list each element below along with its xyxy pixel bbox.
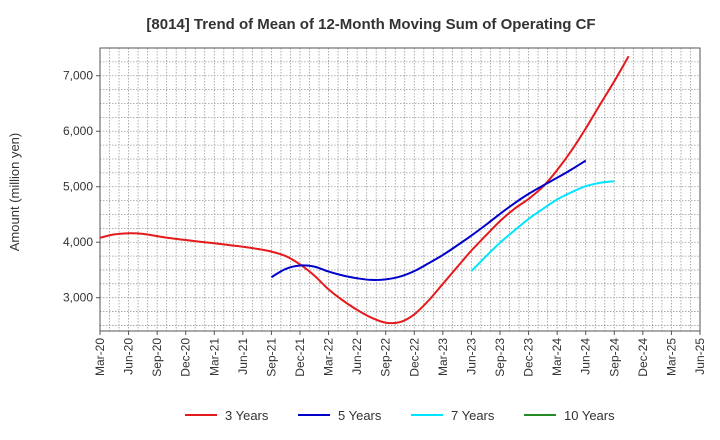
x-tick-label: Dec-24: [636, 338, 650, 377]
legend-label: 10 Years: [564, 408, 615, 423]
x-tick-label: Jun-25: [693, 338, 707, 375]
x-tick-label: Mar-22: [322, 338, 336, 376]
x-tick-label: Jun-20: [122, 338, 136, 375]
y-tick-label: 3,000: [63, 291, 93, 305]
x-tick-label: Dec-21: [293, 338, 307, 377]
x-tick-label: Mar-24: [550, 338, 564, 376]
x-axis: Mar-20 Jun-20 Sep-20 Dec-20 Mar-21 Jun-21 Sep-…: [93, 331, 707, 377]
x-tick-label: Jun-21: [236, 338, 250, 375]
y-tick-label: 7,000: [63, 69, 93, 83]
x-tick-label: Dec-20: [179, 338, 193, 377]
series-line-5-years: [270, 159, 587, 281]
chart-title: [8014] Trend of Mean of 12-Month Moving …: [146, 16, 595, 33]
legend-label: 7 Years: [451, 408, 495, 423]
x-tick-label: Sep-20: [150, 338, 164, 377]
x-tick-label: Jun-22: [350, 338, 364, 375]
legend: 3 Years 5 Years 7 Years 10 Years: [185, 408, 615, 423]
plot-frame: [99, 47, 701, 332]
x-tick-label: Dec-22: [407, 338, 421, 377]
legend-label: 3 Years: [225, 408, 269, 423]
legend-label: 5 Years: [338, 408, 382, 423]
series-lines: [99, 55, 630, 325]
x-tick-label: Sep-24: [607, 338, 621, 377]
y-axis: 3,000 4,000 5,000 6,000 7,000: [63, 69, 100, 305]
x-tick-label: Jun-23: [464, 338, 478, 375]
x-tick-label: Mar-25: [664, 338, 678, 376]
grid: [100, 48, 700, 331]
x-tick-label: Sep-21: [264, 338, 278, 377]
y-axis-label: Amount (million yen): [7, 133, 22, 252]
y-tick-label: 6,000: [63, 124, 93, 138]
x-tick-label: Jun-24: [579, 338, 593, 375]
x-tick-label: Sep-23: [493, 338, 507, 377]
y-tick-label: 4,000: [63, 235, 93, 249]
y-tick-label: 5,000: [63, 180, 93, 194]
x-tick-label: Mar-20: [93, 338, 107, 376]
x-tick-label: Dec-23: [522, 338, 536, 377]
x-tick-label: Sep-22: [379, 338, 393, 377]
x-tick-label: Mar-21: [207, 338, 221, 376]
series-line-7-years: [470, 180, 615, 272]
series-line-3-years: [99, 55, 630, 325]
x-tick-label: Mar-23: [436, 338, 450, 376]
